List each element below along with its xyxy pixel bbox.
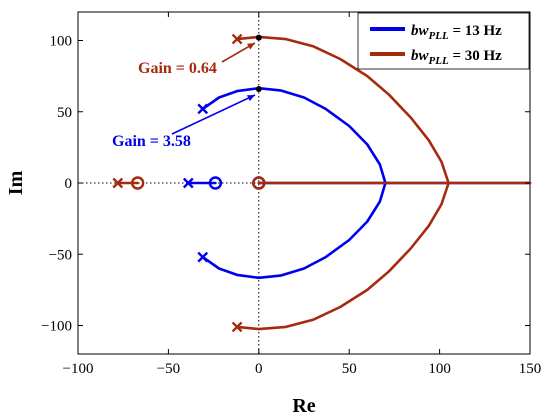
pole-zero-markers: [112, 33, 266, 333]
pole-stroke-b: [112, 177, 124, 189]
gain-point-s0: [255, 85, 262, 92]
y-tick-label-1: −50: [49, 247, 72, 263]
pole-stroke-b: [197, 251, 209, 263]
zero-marker-s0-0: [208, 176, 223, 190]
legend: bwPLL = 13 Hz bwPLL = 30 Hz: [357, 12, 530, 70]
zero-marker-s1-1: [252, 176, 266, 190]
pole-stroke-b: [231, 321, 243, 333]
gain-arrowhead-s0: [247, 95, 255, 102]
y-tick-label-2: 0: [65, 176, 73, 192]
legend-entry-30hz: bwPLL = 30 Hz: [411, 48, 502, 67]
gain-arrow-s0: [171, 94, 256, 135]
pole-marker-s1-1: [231, 321, 243, 333]
zero-marker-s1-0: [130, 176, 145, 190]
x-tick-label-5: 150: [519, 361, 542, 377]
legend-entry-13hz: bwPLL = 13 Hz: [411, 23, 502, 42]
legend-entry-30hz-rest: = 30 Hz: [449, 48, 502, 64]
legend-entry-30hz-main: bw: [411, 48, 430, 64]
pole-marker-s1-2: [112, 177, 124, 189]
axis-ticks: −100 −50 0 50 100 150 −100 −50 0 50 100: [41, 12, 541, 377]
y-tick-label-3: 50: [57, 105, 72, 121]
pole-marker-s0-2: [182, 177, 194, 189]
legend-box: [357, 12, 530, 70]
gain-point-s1: [255, 34, 262, 41]
legend-entry-13hz-sub: PLL: [429, 30, 449, 42]
pole-stroke-b: [182, 177, 194, 189]
gain-arrowhead-s1: [247, 43, 255, 50]
legend-entry-30hz-sub: PLL: [429, 55, 449, 67]
x-axis-label: Re: [292, 395, 315, 416]
x-tick-label-3: 50: [342, 361, 357, 377]
pole-stroke-b: [231, 33, 243, 45]
x-tick-label-2: 0: [255, 361, 263, 377]
y-tick-label-0: −100: [41, 319, 72, 335]
x-tick-label-4: 100: [428, 361, 451, 377]
locus-branches: [116, 35, 532, 331]
pole-marker-s0-1: [197, 251, 209, 263]
pole-marker-s0-0: [197, 103, 209, 115]
pole-stroke-b: [197, 103, 209, 115]
x-tick-label-0: −100: [63, 361, 94, 377]
gain-label-s1: Gain = 0.64: [138, 60, 217, 77]
locus-branch-s0-b1: [201, 181, 387, 280]
gain-annotations: Gain = 3.58 Gain = 0.64: [112, 34, 262, 150]
y-tick-label-4: 100: [50, 34, 73, 50]
x-tick-label-1: −50: [157, 361, 180, 377]
legend-entry-13hz-rest: = 13 Hz: [449, 23, 502, 39]
legend-entry-13hz-main: bw: [411, 23, 430, 39]
locus-branch-s1-b0: [235, 35, 450, 185]
locus-branch-s0-b0: [201, 86, 387, 185]
y-axis-label: Im: [5, 170, 27, 195]
locus-branch-s1-b1: [235, 181, 450, 331]
pole-marker-s1-0: [231, 33, 243, 45]
gain-label-s0: Gain = 3.58: [112, 133, 191, 150]
